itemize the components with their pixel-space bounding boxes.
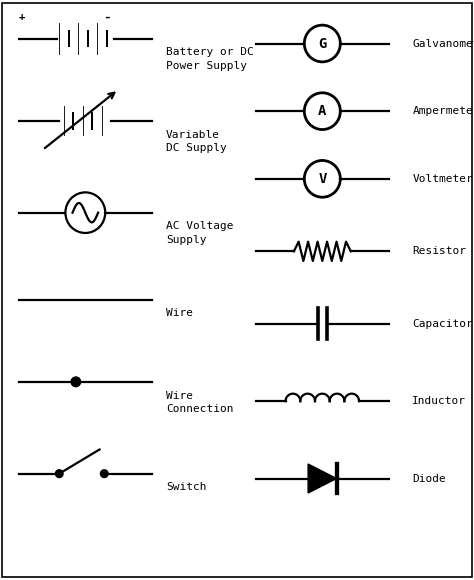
Circle shape [55, 470, 63, 477]
Text: +: + [18, 12, 25, 22]
Text: Wire
Connection: Wire Connection [166, 390, 233, 414]
Text: Resistor: Resistor [412, 246, 466, 256]
Text: AC Voltage
Supply: AC Voltage Supply [166, 222, 233, 245]
Text: Variable
DC Supply: Variable DC Supply [166, 129, 227, 153]
Text: V: V [318, 172, 327, 186]
Text: A: A [318, 104, 327, 118]
Text: Inductor: Inductor [412, 396, 466, 406]
Circle shape [71, 377, 81, 387]
Text: Switch: Switch [166, 483, 206, 492]
Text: -: - [103, 10, 110, 23]
Text: Battery or DC
Power Supply: Battery or DC Power Supply [166, 48, 254, 71]
Polygon shape [308, 464, 337, 493]
Text: Ampermeter: Ampermeter [412, 106, 474, 116]
Text: Galvanometer: Galvanometer [412, 38, 474, 49]
Text: Wire: Wire [166, 309, 193, 318]
Text: G: G [318, 37, 327, 50]
Text: Diode: Diode [412, 473, 446, 484]
Text: Capacitor: Capacitor [412, 319, 473, 329]
Text: Voltmeter: Voltmeter [412, 174, 473, 184]
Circle shape [100, 470, 108, 477]
